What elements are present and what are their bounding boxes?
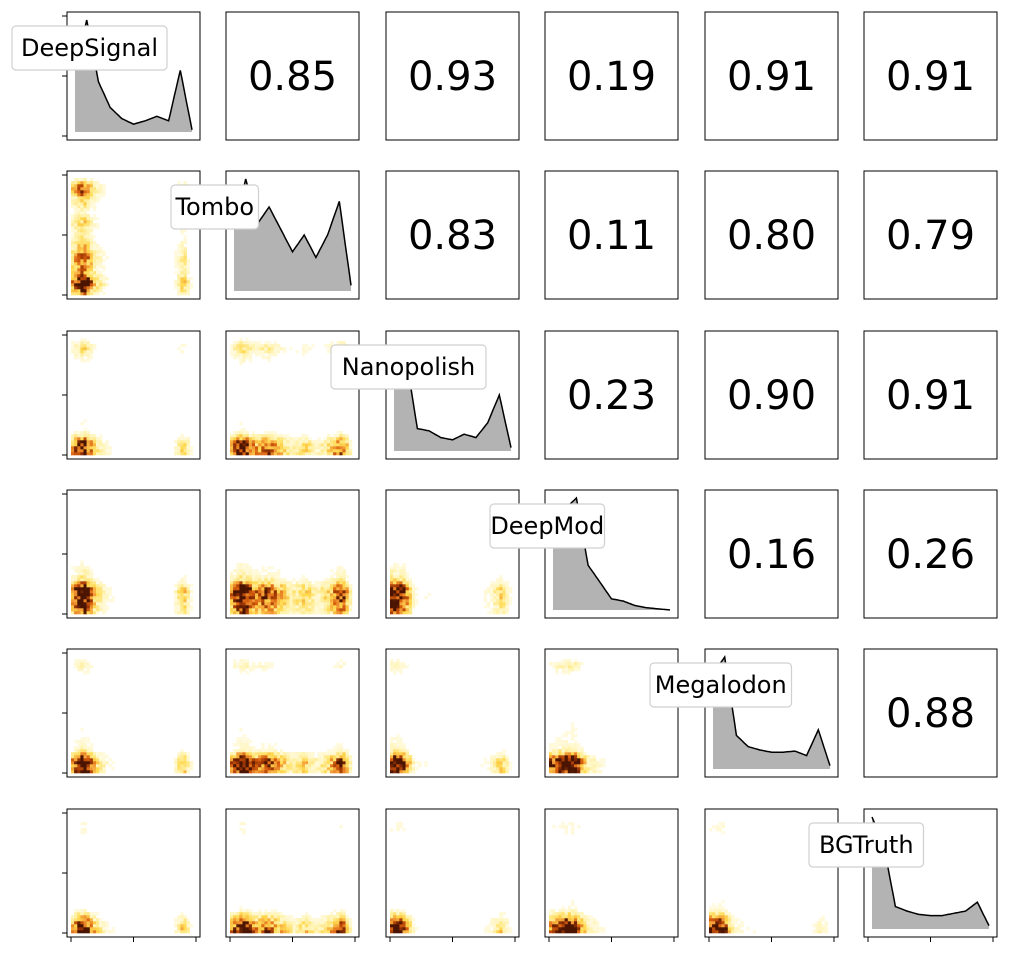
panel-deepsignal-deepmod: 0.19 [544,11,679,141]
panel-deepsignal-deepsignal: DeepSignal [11,11,201,141]
correlation-label: 0.91 [727,54,816,100]
hist2d-megalodon-vs-deepmod [549,659,606,774]
correlation-label: 0.90 [727,373,816,419]
kde-area-deepmod [553,498,670,610]
panel-deepmod-megalodon: 0.16 [704,489,839,619]
variable-label: Nanopolish [342,353,476,381]
variable-label-box [330,344,487,390]
panel-deepmod-deepsignal [62,489,201,619]
panel-frame [704,11,839,141]
panel-tombo-nanopolish: 0.83 [385,170,520,300]
variable-label: BGTruth [819,831,914,859]
panel-deepsignal-nanopolish: 0.93 [385,11,520,141]
variable-label-box [489,503,606,549]
correlation-label: 0.19 [567,54,656,100]
hist2d-bgtruth-vs-nanopolish [390,822,513,934]
kde-curve-deepmod [552,496,671,611]
variable-label-box [11,25,168,71]
hist2d-megalodon-vs-tombo [230,659,353,774]
panel-megalodon-deepsignal [62,648,201,778]
kde-area-bgtruth [872,817,989,929]
panel-nanopolish-bgtruth: 0.91 [863,330,998,460]
hist2d-megalodon-vs-deepsignal [71,659,194,774]
panel-frame [863,11,998,141]
panel-nanopolish-megalodon: 0.90 [704,330,839,460]
hist2d-bgtruth-vs-tombo [230,822,353,934]
panel-nanopolish-deepmod: 0.23 [544,330,679,460]
panel-nanopolish-deepsignal [62,330,201,460]
panel-deepsignal-megalodon: 0.91 [704,11,839,141]
kde-curve-nanopolish [393,349,512,448]
panel-deepsignal-bgtruth: 0.91 [863,11,998,141]
panel-deepmod-deepmod: DeepMod [489,489,679,619]
correlation-label: 0.91 [886,373,975,419]
panel-frame [225,11,360,141]
correlation-label: 0.16 [727,532,816,578]
hist2d-nanopolish-vs-deepsignal [71,338,194,456]
panel-megalodon-nanopolish [385,648,520,778]
panel-bgtruth-deepsignal [62,808,201,942]
kde-curve-megalodon [712,654,831,766]
panel-tombo-bgtruth: 0.79 [863,170,998,300]
hist2d-bgtruth-vs-deepsignal [71,822,194,934]
variable-label: Tombo [174,193,254,221]
variable-label: Megalodon [655,671,787,699]
panel-tombo-tombo: Tombo [170,170,360,300]
variable-label: DeepSignal [21,34,158,62]
panel-frame [544,330,679,460]
panel-frame [863,170,998,300]
panel-megalodon-tombo [225,648,360,778]
correlation-label: 0.88 [886,691,975,737]
correlation-label: 0.93 [408,54,497,100]
correlation-label: 0.79 [886,213,975,259]
correlation-label: 0.85 [248,54,337,100]
hist2d-megalodon-vs-nanopolish [390,659,513,774]
variable-label-box [170,184,260,230]
panel-bgtruth-tombo [225,808,360,942]
correlation-label: 0.91 [886,54,975,100]
panel-frame [863,330,998,460]
panel-nanopolish-nanopolish: Nanopolish [330,330,520,460]
panel-frame [385,170,520,300]
panel-bgtruth-bgtruth: BGTruth [808,808,998,942]
variable-label-box [649,662,793,708]
panel-frame [544,11,679,141]
panel-deepsignal-tombo: 0.85 [225,11,360,141]
panel-megalodon-megalodon: Megalodon [649,648,839,778]
panel-frame [704,170,839,300]
correlation-label: 0.83 [408,213,497,259]
hist2d-bgtruth-vs-megalodon [709,822,828,934]
panel-tombo-megalodon: 0.80 [704,170,839,300]
panel-frame [863,489,998,619]
kde-area-tombo [234,179,351,291]
panel-tombo-deepmod: 0.11 [544,170,679,300]
panel-deepmod-tombo [225,489,360,619]
panel-frame [863,648,998,778]
panel-frame [544,170,679,300]
correlation-label: 0.80 [727,213,816,259]
panel-frame [704,330,839,460]
panel-megalodon-bgtruth: 0.88 [863,648,998,778]
panel-bgtruth-nanopolish [385,808,520,942]
kde-curve-bgtruth [871,816,990,926]
panel-deepmod-bgtruth: 0.26 [863,489,998,619]
panel-frame [704,489,839,619]
hist2d-deepmod-vs-tombo [230,563,353,615]
panel-bgtruth-deepmod [544,808,679,942]
hist2d-bgtruth-vs-deepmod [549,822,606,934]
variable-label: DeepMod [490,512,604,540]
hist2d-deepmod-vs-nanopolish [390,563,513,615]
correlation-label: 0.23 [567,373,656,419]
panel-frame [385,11,520,141]
correlation-label: 0.11 [567,213,656,259]
kde-area-deepsignal [75,20,192,132]
variable-label-box [808,822,925,868]
hist2d-deepmod-vs-deepsignal [71,560,194,615]
correlation-label: 0.26 [886,532,975,578]
